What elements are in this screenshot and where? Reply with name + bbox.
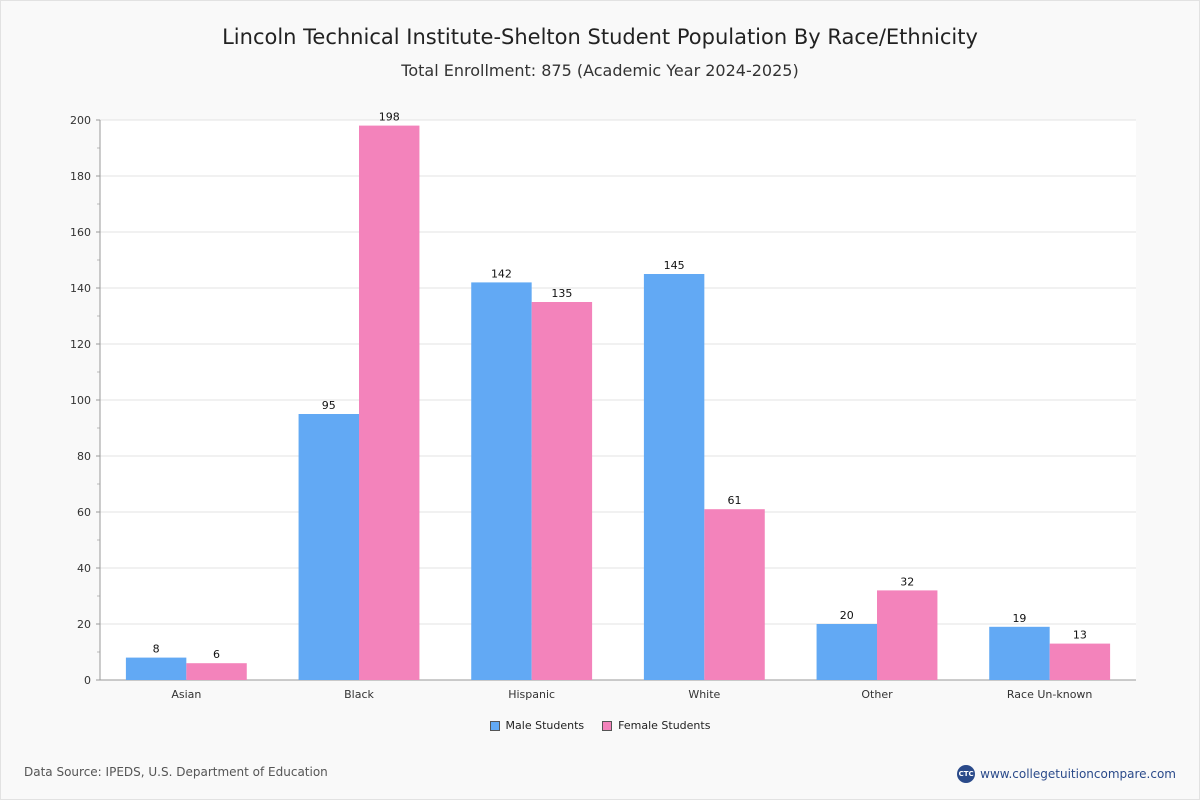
legend-swatch-female	[602, 720, 613, 731]
data-label-female-black: 198	[379, 111, 400, 124]
y-tick-label: 0	[84, 674, 91, 687]
bar-female-race-un-known	[1049, 643, 1111, 680]
data-label-male-asian: 8	[153, 643, 160, 656]
data-label-male-white: 145	[664, 259, 685, 272]
chart-title: Lincoln Technical Institute-Shelton Stud…	[222, 25, 978, 49]
x-tick-label: White	[688, 688, 720, 701]
data-label-male-hispanic: 142	[491, 267, 512, 280]
y-tick-label: 140	[70, 282, 91, 295]
bar-female-other	[877, 590, 938, 680]
x-tick-label: Asian	[171, 688, 201, 701]
chart-subtitle: Total Enrollment: 875 (Academic Year 202…	[401, 61, 799, 80]
x-tick-label: Race Un-known	[1007, 688, 1093, 701]
data-label-female-hispanic: 135	[551, 287, 572, 300]
bar-female-asian	[186, 663, 247, 680]
legend-swatch-male	[489, 720, 500, 731]
legend-item-male[interactable]: Male Students	[489, 719, 585, 732]
data-label-male-race-un-known: 19	[1012, 612, 1026, 625]
legend: Male Students Female Students	[0, 719, 1200, 732]
y-tick-label: 40	[77, 562, 91, 575]
brand-link[interactable]: CTC www.collegetuitioncompare.com	[957, 765, 1176, 783]
y-tick-label: 120	[70, 338, 91, 351]
y-tick-label: 100	[70, 394, 91, 407]
data-label-male-black: 95	[322, 399, 336, 412]
bar-female-white	[704, 509, 765, 680]
bar-male-hispanic	[471, 282, 532, 680]
data-label-female-asian: 6	[213, 648, 220, 661]
brand-url: www.collegetuitioncompare.com	[980, 767, 1176, 781]
y-tick-label: 20	[77, 618, 91, 631]
bar-male-other	[816, 624, 877, 680]
y-tick-label: 200	[70, 114, 91, 127]
legend-item-female[interactable]: Female Students	[602, 719, 710, 732]
legend-label-male: Male Students	[505, 719, 585, 732]
data-label-male-other: 20	[840, 609, 854, 622]
x-tick-label: Other	[861, 688, 893, 701]
data-label-female-white: 61	[728, 494, 742, 507]
bar-male-race-un-known	[989, 626, 1050, 680]
y-tick-label: 60	[77, 506, 91, 519]
bar-female-hispanic	[531, 302, 593, 680]
data-label-female-race-un-known: 13	[1073, 629, 1087, 642]
bar-male-asian	[125, 657, 187, 680]
y-tick-label: 180	[70, 170, 91, 183]
bar-male-black	[298, 414, 359, 680]
brand-logo-icon: CTC	[957, 765, 976, 783]
x-tick-label: Hispanic	[508, 688, 555, 701]
data-label-female-other: 32	[900, 575, 914, 588]
x-tick-label: Black	[344, 688, 374, 701]
data-source: Data Source: IPEDS, U.S. Department of E…	[24, 765, 328, 779]
y-tick-label: 80	[77, 450, 91, 463]
y-tick-label: 160	[70, 226, 91, 239]
bar-male-white	[643, 274, 705, 680]
legend-label-female: Female Students	[618, 719, 711, 732]
bar-female-black	[359, 125, 420, 681]
